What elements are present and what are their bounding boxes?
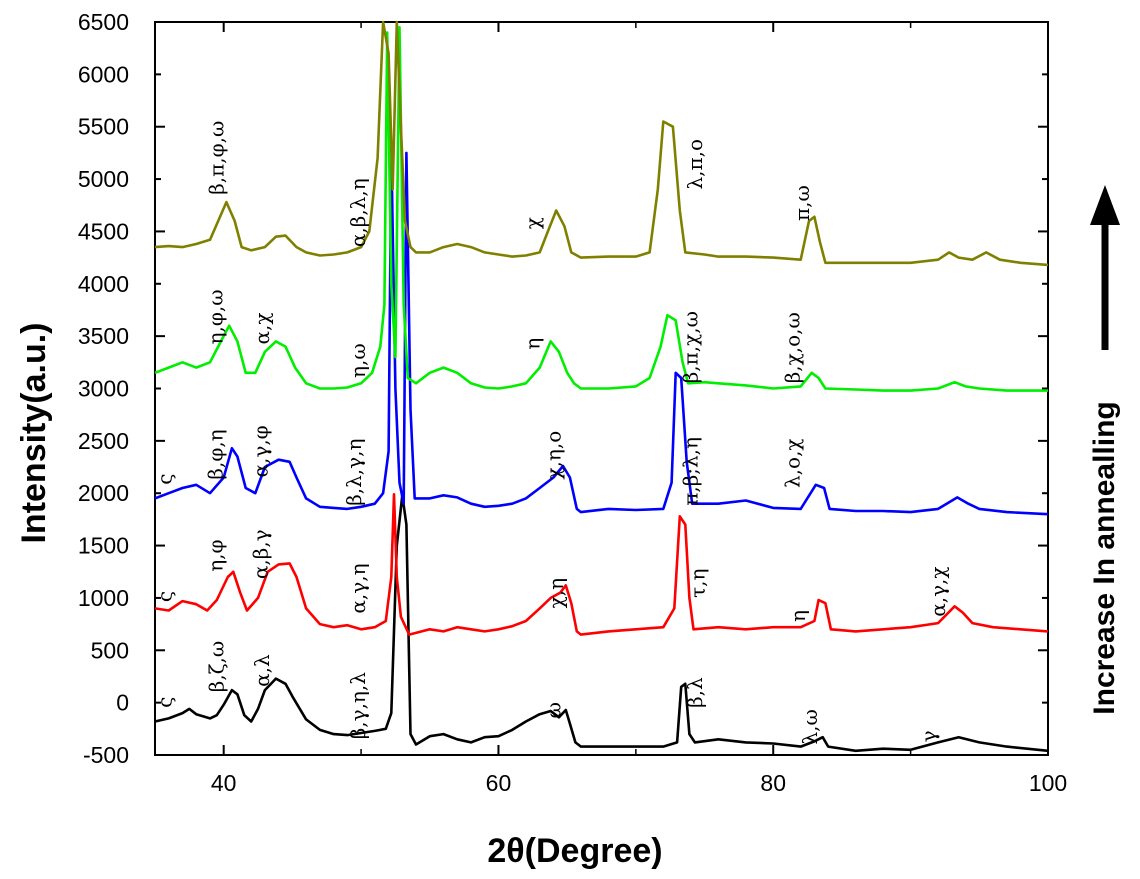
y-tick-label: 4000	[78, 271, 129, 297]
y-tick-label: 4500	[78, 218, 129, 244]
peak-label: α,β,λ,η	[346, 178, 370, 247]
peak-label: χ	[521, 217, 545, 229]
x-axis-title: 2θ(Degree)	[487, 832, 662, 870]
peak-label: β,π,φ,ω	[205, 121, 229, 195]
y-tick-label: 3500	[78, 323, 129, 349]
peak-label: α,γ,φ	[249, 425, 273, 477]
peak-label: α,γ,η	[346, 563, 370, 613]
peak-label: α,β,γ	[249, 529, 273, 579]
y-tick-label: 2000	[78, 480, 129, 506]
peak-label: β,λ	[683, 677, 707, 708]
y-tick-label: 6500	[78, 9, 129, 35]
peak-label: ς	[153, 474, 177, 485]
x-tick-label: 80	[760, 770, 786, 796]
series-line	[154, 25, 1048, 392]
y-tick-label: 2500	[78, 428, 129, 454]
y-tick-label: 6000	[78, 61, 129, 87]
peak-label: π,β;λ,η	[679, 437, 703, 506]
peak-label: η,φ,ω	[203, 289, 227, 344]
series-layer	[154, 20, 1049, 753]
peak-label: β,χ,ο,ω	[780, 312, 804, 383]
peak-label: β,ζ,ω	[205, 641, 229, 692]
peak-label: α,χ	[250, 313, 274, 345]
axis-ticks	[155, 21, 1049, 756]
peak-label: β,π,χ,ω	[679, 311, 703, 383]
y-tick-label: 5500	[78, 114, 129, 140]
peak-label: α,λ	[250, 654, 274, 687]
peak-label: τ,η	[686, 568, 710, 597]
series-line	[154, 146, 1049, 516]
series-line	[154, 493, 1049, 753]
y-tick-label: 3000	[78, 376, 129, 402]
series-line	[154, 20, 1049, 267]
y-tick-label: 1000	[78, 585, 129, 611]
peak-label: χ,η	[544, 578, 568, 608]
annealing-arrow-head	[1090, 185, 1120, 225]
peak-label: η,ω	[346, 343, 370, 378]
peak-label: β,φ,η	[203, 429, 227, 479]
tick-labels: 40 60 80 100 -500 0 500 1000 1500 2000 2500 3000 350…	[78, 9, 1067, 796]
peak-label: λ,ο,χ	[780, 438, 804, 488]
peak-label: η,φ	[203, 539, 227, 571]
y-tick-label: -500	[83, 742, 129, 768]
peak-label: γ	[916, 730, 940, 742]
x-tick-label: 40	[211, 770, 237, 796]
peak-label: λ,π,ο	[683, 139, 707, 190]
annealing-label: Increase In annealling	[1088, 401, 1121, 714]
y-tick-label: 0	[116, 690, 129, 716]
peak-label: β,γ,η,λ	[346, 672, 370, 740]
annealing-indicator: Increase In annealling	[1088, 185, 1121, 715]
x-tick-label: 100	[1029, 770, 1067, 796]
peak-label: ς	[153, 697, 177, 708]
y-axis-title: Intensity(a.u.)	[15, 322, 53, 543]
series-line	[154, 492, 1049, 636]
peak-label: β,λ,γ,η	[342, 439, 366, 506]
peak-label: λ,ω	[798, 709, 822, 744]
y-tick-label: 500	[91, 637, 129, 663]
peak-label: ω	[541, 702, 565, 718]
peak-label: ς	[153, 591, 177, 602]
peak-label: χ,η,ο	[541, 431, 565, 480]
peak-label: η	[786, 610, 810, 622]
peak-annotations: β,π,φ,ω α,β,λ,η χ λ,π,ο π,ω η,φ,ω α,χ η,ω η β,π,χ…	[153, 121, 951, 745]
y-tick-label: 1500	[78, 533, 129, 559]
peak-label: α,γ,χ	[926, 567, 950, 617]
peak-label: η	[521, 338, 545, 350]
peak-label: π,ω	[790, 185, 814, 221]
x-tick-label: 60	[486, 770, 512, 796]
y-tick-label: 5000	[78, 166, 129, 192]
